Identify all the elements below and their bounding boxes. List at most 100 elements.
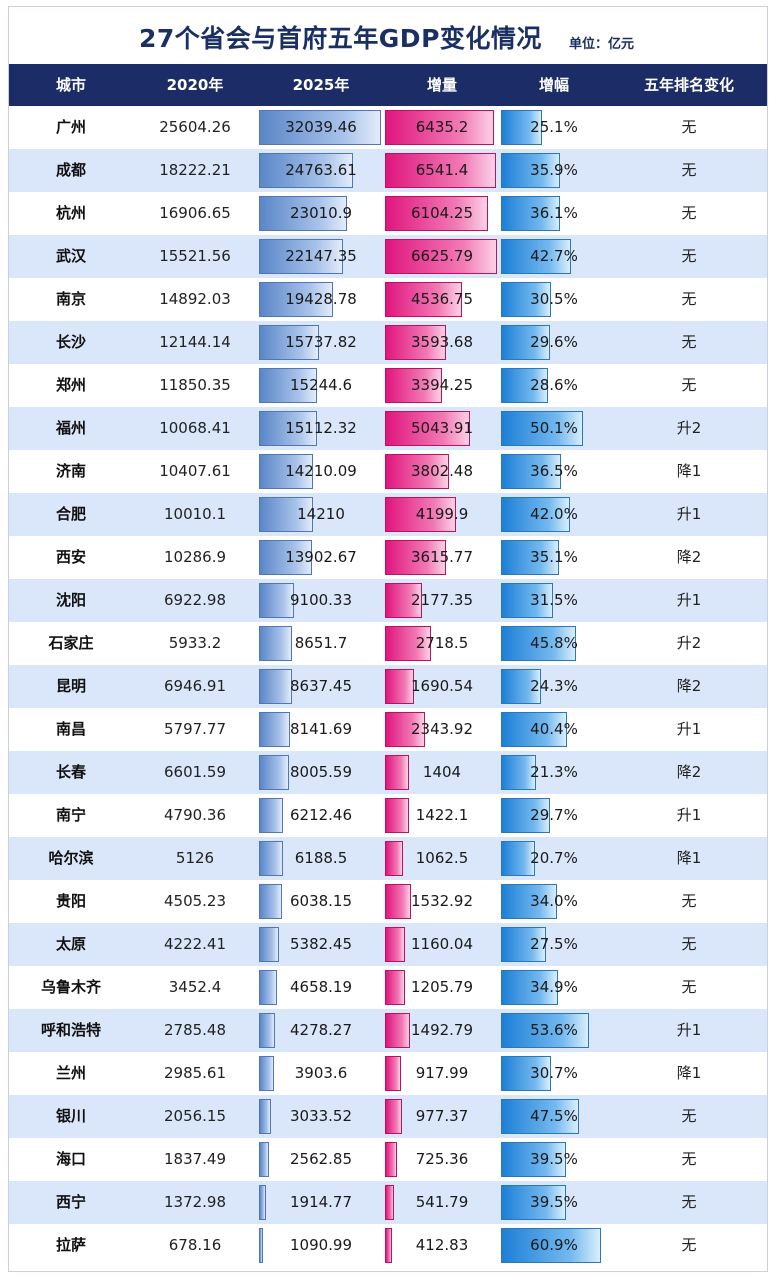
gdp-2025-value: 3903.6 [294,1064,348,1082]
table-header: 城市 2020年 2025年 增量 增幅 五年排名变化 [9,64,767,106]
rank-change-cell: 降2 [676,548,702,566]
gdp-2020-cell: 10068.41 [159,419,231,437]
gdp-2020-cell: 12144.14 [159,333,231,351]
gdp-2025-value: 24763.61 [285,161,357,179]
table-row: 昆明 6946.91 8637.45 1690.54 24.3% 降2 [9,665,767,708]
header-growth: 增幅 [538,76,569,94]
increase-value: 1062.5 [415,849,469,867]
gdp-2025-value: 22147.35 [285,247,357,265]
gdp-2020-cell: 15521.56 [159,247,231,265]
city-cell: 杭州 [55,204,86,222]
increase-bar [385,927,405,962]
increase-value: 4536.75 [410,290,474,308]
table-row: 武汉 15521.56 22147.35 6625.79 42.7% 无 [9,235,767,278]
rank-change-cell: 升2 [676,419,702,437]
gdp-2020-cell: 10407.61 [159,462,231,480]
rank-change-cell: 升1 [676,505,702,523]
rank-change-cell: 无 [681,118,697,136]
increase-value: 5043.91 [410,419,474,437]
gdp-2020-cell: 678.16 [168,1236,222,1254]
increase-bar [385,669,414,704]
growth-bar [501,540,559,575]
gdp-2025-value: 8637.45 [289,677,353,695]
gdp-2020-cell: 5933.2 [168,634,222,652]
table-row: 呼和浩特 2785.48 4278.27 1492.79 53.6% 升1 [9,1009,767,1052]
city-cell: 海口 [55,1150,86,1168]
gdp-2025-value: 19428.78 [285,290,357,308]
increase-value: 3593.68 [410,333,474,351]
gdp-2020-cell: 14892.03 [159,290,231,308]
rank-change-cell: 升1 [676,720,702,738]
rank-change-cell: 无 [681,892,697,910]
growth-value: 29.7% [530,806,578,824]
gdp-2025-bar [259,1099,271,1134]
gdp-2025-value: 2562.85 [289,1150,353,1168]
increase-bar [385,1185,395,1220]
growth-value: 53.6% [530,1021,578,1039]
increase-value: 412.83 [415,1236,469,1254]
growth-bar [501,1142,566,1177]
gdp-2020-cell: 4790.36 [163,806,227,824]
gdp-2020-cell: 18222.21 [159,161,231,179]
table-row: 成都 18222.21 24763.61 6541.4 35.9% 无 [9,149,767,192]
table-row: 石家庄 5933.2 8651.7 2718.5 45.8% 升2 [9,622,767,665]
increase-value: 6104.25 [410,204,474,222]
increase-value: 3802.48 [410,462,474,480]
city-cell: 南京 [55,290,86,308]
city-cell: 长春 [55,763,86,781]
rank-change-cell: 无 [681,1236,697,1254]
increase-value: 1160.04 [410,935,474,953]
rank-change-cell: 降2 [676,677,702,695]
growth-value: 40.4% [530,720,578,738]
gdp-2025-value: 23010.9 [289,204,353,222]
gdp-2025-value: 5382.45 [289,935,353,953]
increase-bar [385,1013,411,1048]
rank-change-cell: 无 [681,333,697,351]
gdp-2020-cell: 6922.98 [163,591,227,609]
growth-bar [501,110,543,145]
gdp-2025-bar [259,798,283,833]
city-cell: 成都 [55,161,86,179]
growth-value: 20.7% [530,849,578,867]
city-cell: 沈阳 [55,591,86,609]
gdp-2025-bar [259,1185,267,1220]
increase-bar [385,626,431,661]
increase-bar [385,540,447,575]
gdp-2020-cell: 5797.77 [163,720,227,738]
gdp-2025-bar [259,153,354,188]
increase-value: 2718.5 [415,634,469,652]
rank-change-cell: 无 [681,204,697,222]
gdp-2020-cell: 16906.65 [159,204,231,222]
increase-value: 725.36 [415,1150,469,1168]
gdp-2025-bar [259,325,319,360]
gdp-2025-bar [259,110,381,145]
gdp-2020-cell: 2056.15 [163,1107,227,1125]
growth-value: 29.6% [530,333,578,351]
growth-value: 28.6% [530,376,578,394]
city-cell: 石家庄 [48,634,94,652]
city-cell: 太原 [55,935,86,953]
increase-value: 2343.92 [410,720,474,738]
gdp-2025-value: 1090.99 [289,1236,353,1254]
rank-change-cell: 无 [681,290,697,308]
growth-value: 36.5% [530,462,578,480]
increase-value: 1422.1 [415,806,469,824]
gdp-2025-value: 1914.77 [289,1193,353,1211]
increase-bar [385,583,422,618]
growth-bar [501,196,561,231]
growth-value: 30.5% [530,290,578,308]
header-2025: 2025年 [292,76,350,94]
growth-value: 36.1% [530,204,578,222]
increase-bar [385,1056,401,1091]
increase-bar [385,1099,402,1134]
growth-bar [501,1099,579,1134]
gdp-2025-bar [259,1013,276,1048]
table-row: 福州 10068.41 15112.32 5043.91 50.1% 升2 [9,407,767,450]
growth-bar [501,841,535,876]
rank-change-cell: 无 [681,935,697,953]
rank-change-cell: 降1 [676,462,702,480]
increase-value: 1690.54 [410,677,474,695]
growth-value: 39.5% [530,1193,578,1211]
rank-change-cell: 降1 [676,849,702,867]
increase-value: 1492.79 [410,1021,474,1039]
